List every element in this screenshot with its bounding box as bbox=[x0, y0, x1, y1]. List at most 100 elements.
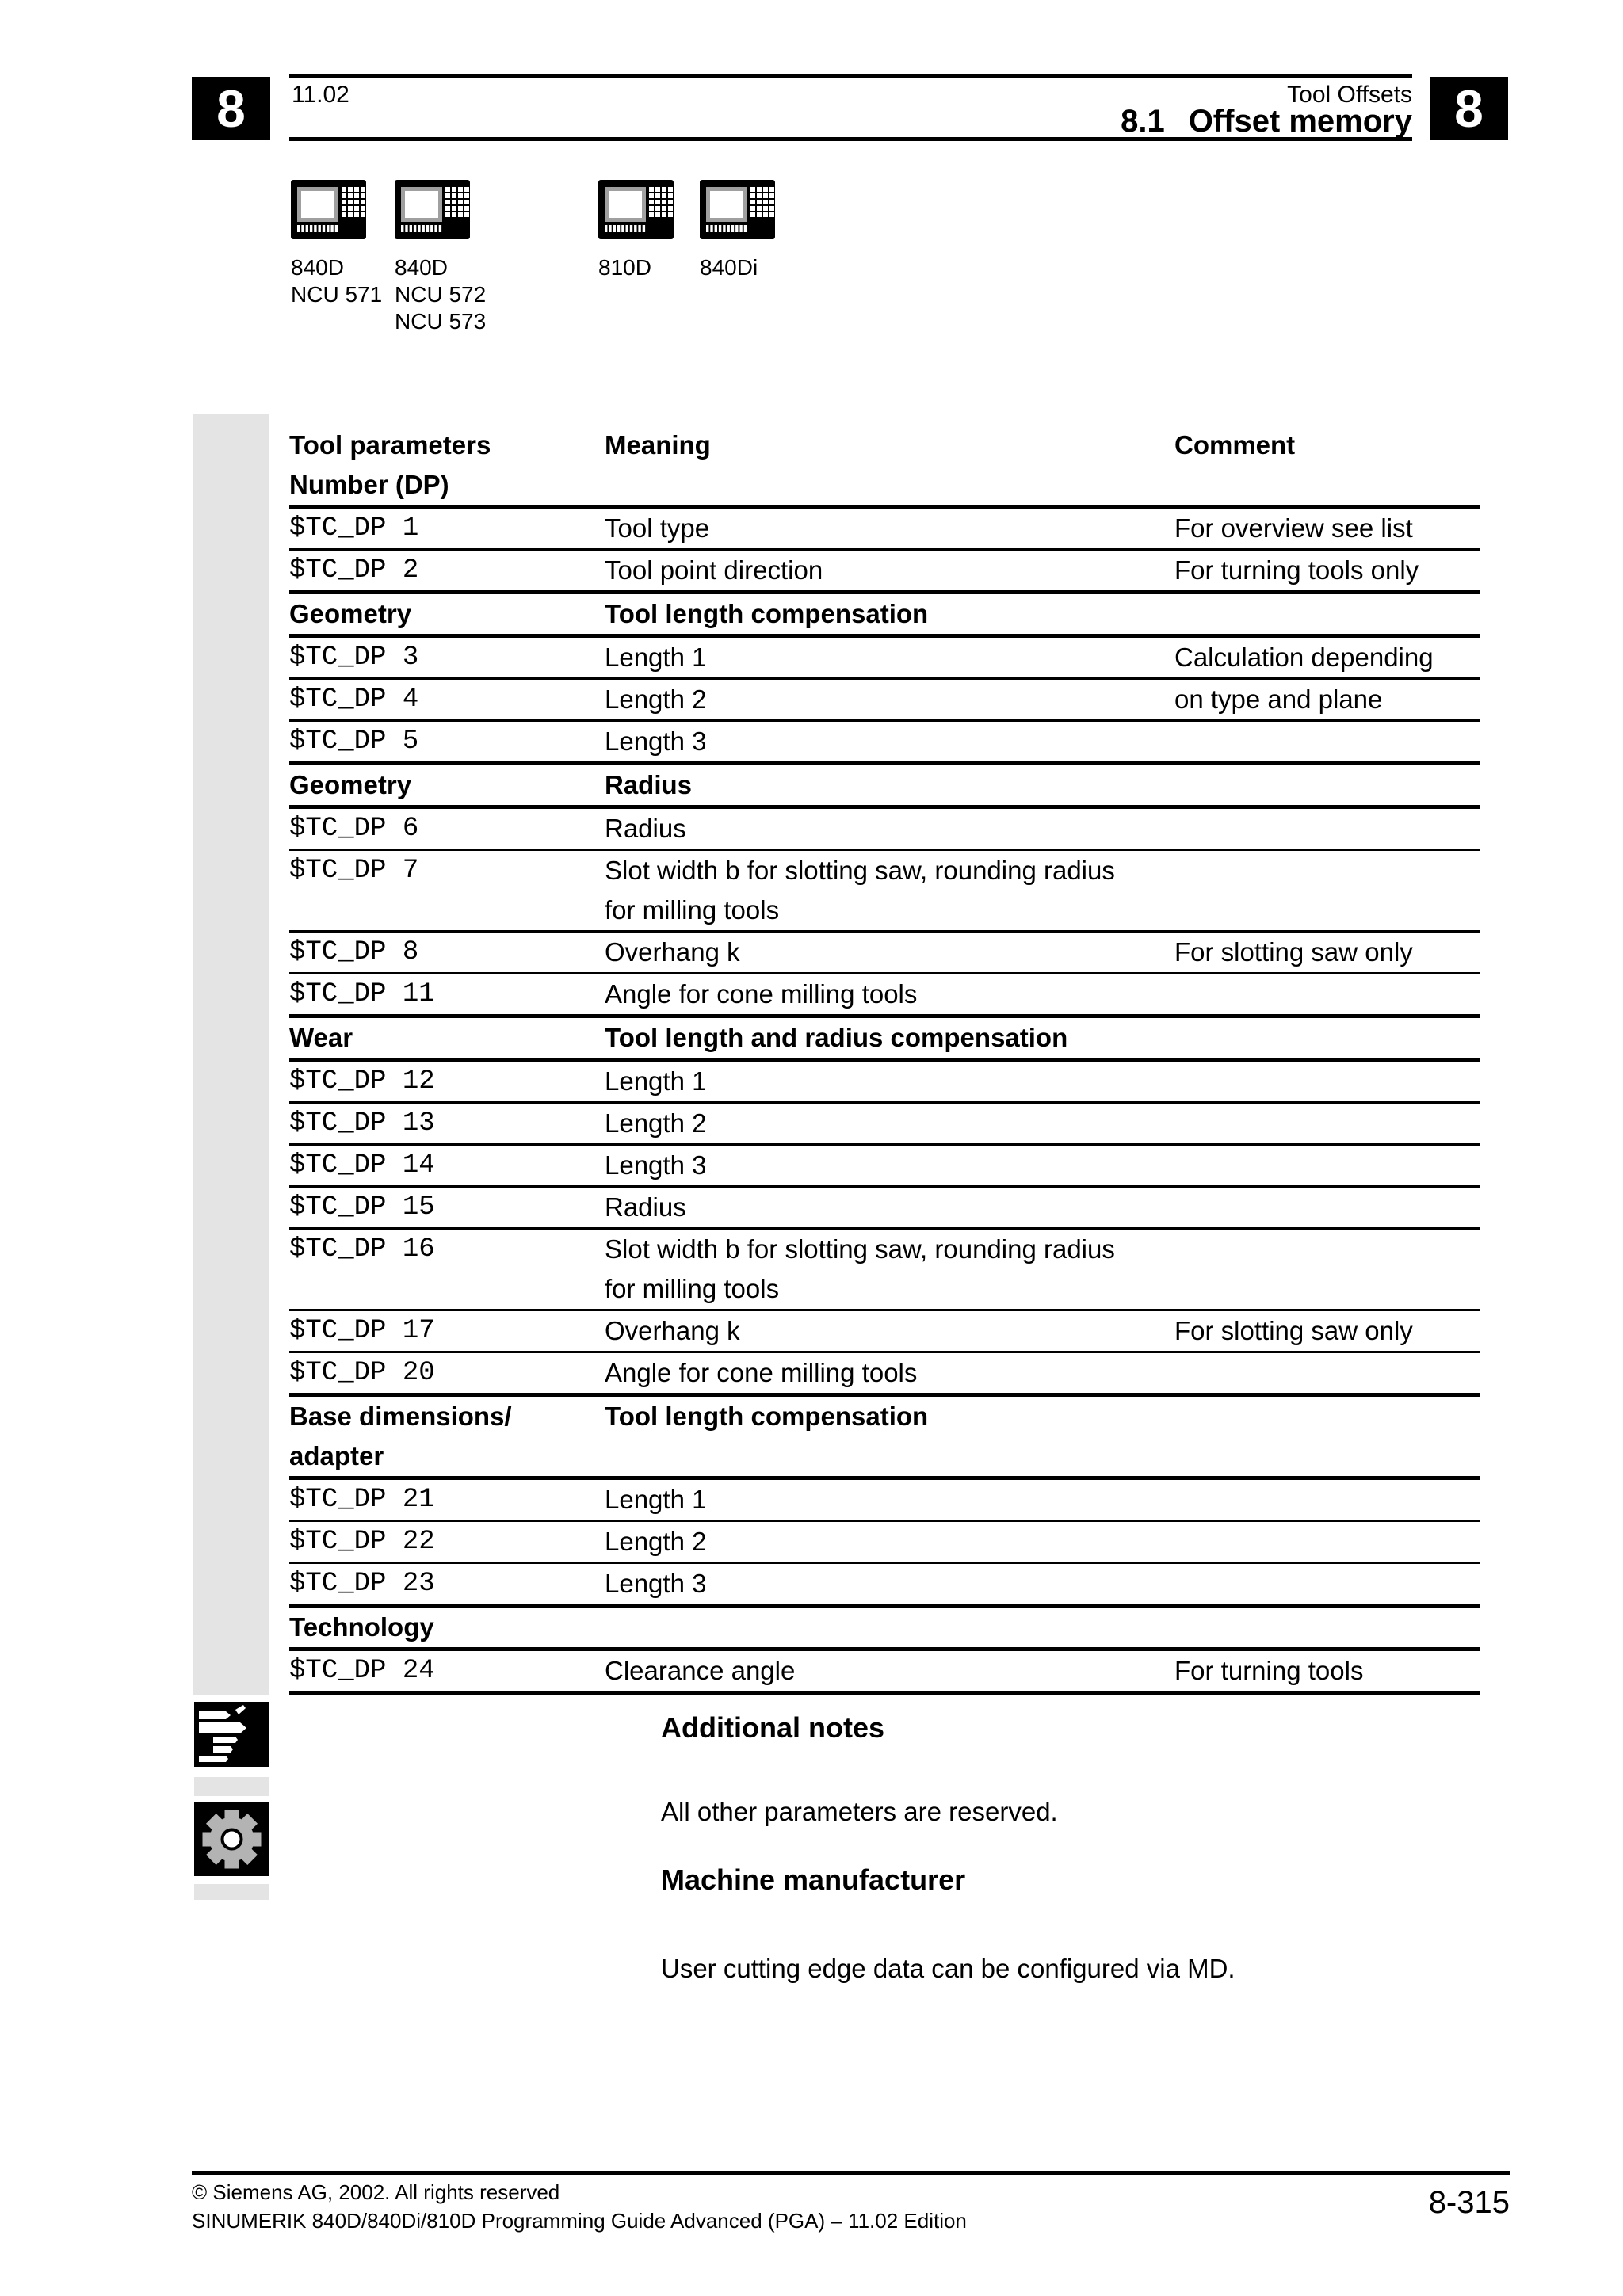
notes-hand-icon bbox=[194, 1702, 269, 1767]
comment-cell bbox=[1174, 1608, 1480, 1647]
page-number: 8-315 bbox=[1428, 2185, 1510, 2220]
comment-cell bbox=[1174, 1188, 1480, 1227]
device-label: NCU 571 bbox=[291, 282, 383, 307]
device-group: 840D NCU 572 NCU 573 bbox=[395, 180, 486, 335]
meaning-cell: Angle for cone milling tools bbox=[605, 979, 918, 1009]
param-cell: $TC_DP 8 bbox=[289, 937, 419, 967]
comment-cell bbox=[1174, 851, 1480, 930]
device-group: 810D bbox=[598, 180, 674, 281]
chapter-number-box-left: 8 bbox=[192, 77, 270, 140]
table-section-row: Geometry Tool length compensation bbox=[289, 590, 1480, 634]
meaning-cell: Slot width b for slotting saw, rounding … bbox=[605, 1234, 1115, 1303]
meaning-cell: Overhang k bbox=[605, 1316, 740, 1345]
tool-parameter-table: Tool parameters Number (DP) Meaning Comment… bbox=[289, 414, 1480, 1695]
running-chapter-title: Tool Offsets bbox=[1287, 82, 1412, 108]
footer-rule bbox=[192, 2171, 1510, 2175]
meaning-cell: Slot width b for slotting saw, rounding … bbox=[605, 856, 1115, 925]
meaning-cell: Tool length compensation bbox=[605, 1402, 929, 1431]
header-top-rule bbox=[289, 74, 1412, 78]
table-row: $TC_DP 22 Length 2 bbox=[289, 1520, 1480, 1562]
comment-cell bbox=[1174, 1230, 1480, 1309]
comment-cell bbox=[1174, 1480, 1480, 1520]
footer-copyright: © Siemens AG, 2002. All rights reserved bbox=[192, 2180, 560, 2204]
cnc-control-panel-icon bbox=[700, 180, 775, 239]
margin-bar bbox=[193, 414, 269, 1695]
table-row: $TC_DP 23 Length 3 bbox=[289, 1562, 1480, 1604]
edition-date: 11.02 bbox=[292, 82, 349, 108]
column-header-comment: Comment bbox=[1174, 430, 1296, 460]
meaning-cell: Length 2 bbox=[605, 685, 707, 714]
param-cell: Base dimensions/adapter bbox=[289, 1402, 512, 1470]
device-group: 840D NCU 571 bbox=[291, 180, 382, 308]
table-row: $TC_DP 3 Length 1 Calculation depending bbox=[289, 634, 1480, 677]
notes-hand-icon bbox=[194, 1702, 269, 1771]
comment-cell: For slotting saw only bbox=[1174, 937, 1413, 967]
param-cell: $TC_DP 3 bbox=[289, 643, 419, 673]
meaning-cell: Length 2 bbox=[605, 1527, 707, 1556]
meaning-cell bbox=[605, 1608, 1174, 1647]
param-cell: $TC_DP 21 bbox=[289, 1485, 435, 1515]
meaning-cell: Angle for cone milling tools bbox=[605, 1358, 918, 1387]
comment-cell bbox=[1174, 1397, 1480, 1476]
meaning-cell: Tool length and radius compensation bbox=[605, 1023, 1068, 1052]
param-cell: $TC_DP 13 bbox=[289, 1108, 435, 1138]
comment-cell bbox=[1174, 1104, 1480, 1143]
param-cell: Geometry bbox=[289, 770, 412, 799]
header-bottom-rule bbox=[289, 137, 1412, 141]
table-row: $TC_DP 13 Length 2 bbox=[289, 1101, 1480, 1143]
table-row: $TC_DP 7 Slot width b for slotting saw, r… bbox=[289, 849, 1480, 930]
device-label: 810D bbox=[598, 255, 651, 280]
table-section-row: Geometry Radius bbox=[289, 761, 1480, 805]
meaning-cell: Length 1 bbox=[605, 1066, 707, 1096]
column-header-meaning: Meaning bbox=[605, 430, 711, 460]
table-row: $TC_DP 1 Tool type For overview see list bbox=[289, 505, 1480, 548]
table-row: $TC_DP 6 Radius bbox=[289, 805, 1480, 849]
meaning-cell: Tool point direction bbox=[605, 555, 823, 585]
meaning-cell: Radius bbox=[605, 770, 693, 799]
device-label: 840D bbox=[395, 255, 448, 280]
comment-cell bbox=[1174, 1062, 1480, 1101]
comment-cell bbox=[1174, 1018, 1480, 1058]
table-row: $TC_DP 14 Length 3 bbox=[289, 1143, 1480, 1185]
meaning-cell: Length 3 bbox=[605, 727, 707, 756]
device-label: NCU 573 bbox=[395, 309, 487, 334]
meaning-cell: Clearance angle bbox=[605, 1656, 796, 1685]
meaning-cell: Length 1 bbox=[605, 643, 707, 672]
section-heading: 8.1 Offset memory bbox=[1121, 104, 1412, 139]
table-row: $TC_DP 17 Overhang k For slotting saw only bbox=[289, 1309, 1480, 1351]
chapter-number-box-right: 8 bbox=[1430, 77, 1508, 140]
applicable-controls-row: 840D NCU 571 840D NCU 572 NCU 573 810D 840Di bbox=[0, 180, 1623, 334]
param-cell: $TC_DP 5 bbox=[289, 727, 419, 757]
param-cell: Wear bbox=[289, 1023, 353, 1052]
table-row: $TC_DP 11 Angle for cone milling tools bbox=[289, 972, 1480, 1014]
param-cell: $TC_DP 1 bbox=[289, 513, 419, 543]
param-cell: $TC_DP 23 bbox=[289, 1569, 435, 1599]
param-cell: $TC_DP 12 bbox=[289, 1066, 435, 1097]
comment-cell: For slotting saw only bbox=[1174, 1316, 1413, 1345]
param-cell: $TC_DP 17 bbox=[289, 1316, 435, 1346]
device-labels: 810D bbox=[598, 254, 674, 281]
section-number: 8.1 bbox=[1121, 104, 1165, 139]
cnc-control-panel-icon bbox=[395, 180, 470, 239]
machine-manufacturer-gear-icon bbox=[194, 1802, 269, 1876]
table-row: $TC_DP 24 Clearance angle For turning tool… bbox=[289, 1647, 1480, 1691]
margin-band bbox=[194, 1777, 269, 1796]
meaning-cell: Tool length compensation bbox=[605, 599, 929, 628]
param-cell: $TC_DP 24 bbox=[289, 1656, 435, 1686]
table-row: $TC_DP 4 Length 2 on type and plane bbox=[289, 677, 1480, 719]
machine-manufacturer-body: User cutting edge data can be configured… bbox=[661, 1954, 1235, 1983]
device-labels: 840D NCU 572 NCU 573 bbox=[395, 254, 486, 335]
table-row: $TC_DP 12 Length 1 bbox=[289, 1058, 1480, 1101]
device-labels: 840D NCU 571 bbox=[291, 254, 382, 308]
additional-notes-body: All other parameters are reserved. bbox=[661, 1797, 1058, 1826]
comment-cell: For turning tools only bbox=[1174, 555, 1419, 585]
param-cell: $TC_DP 11 bbox=[289, 979, 435, 1009]
tool-parameter-table-area: Tool parameters Number (DP) Meaning Comment… bbox=[193, 414, 1480, 1695]
cnc-control-panel-icon bbox=[291, 180, 366, 239]
table-section-row: Wear Tool length and radius compensation bbox=[289, 1014, 1480, 1058]
comment-cell bbox=[1174, 594, 1480, 634]
comment-cell: For turning tools bbox=[1174, 1656, 1364, 1685]
footer-publication: SINUMERIK 840D/840Di/810D Programming Gu… bbox=[192, 2209, 967, 2233]
comment-cell bbox=[1174, 1353, 1480, 1393]
